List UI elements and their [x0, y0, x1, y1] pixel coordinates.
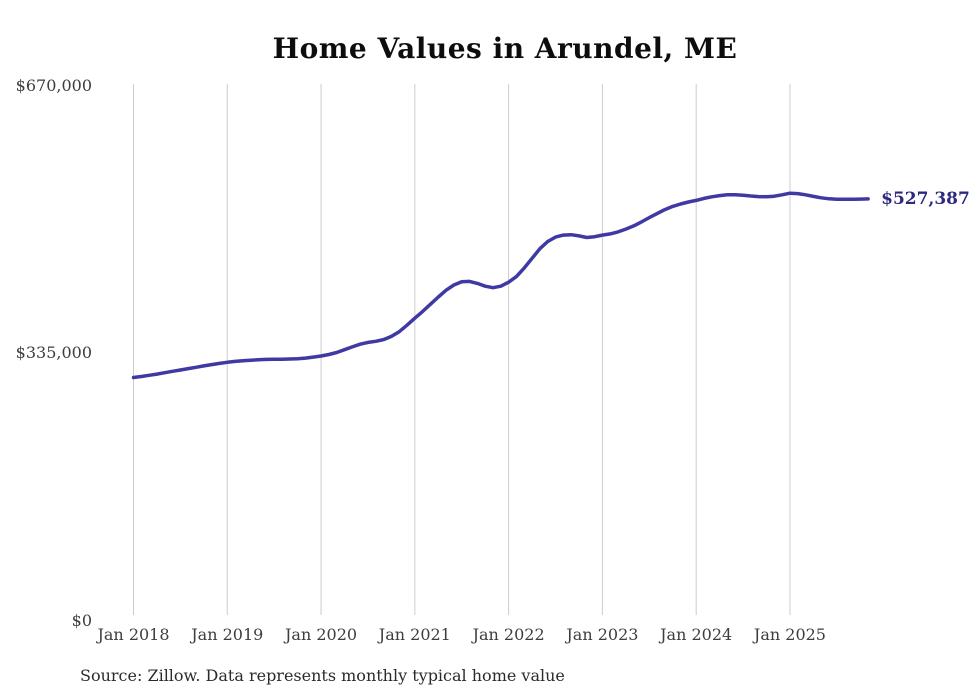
x-axis-tick-label: Jan 2018 — [97, 625, 170, 644]
x-axis-tick-label: Jan 2022 — [472, 625, 545, 644]
end-value-label: $527,387 — [881, 188, 970, 209]
x-axis-tick-label: Jan 2025 — [753, 625, 826, 644]
x-axis-tick-label: Jan 2024 — [660, 625, 733, 644]
x-axis-tick-label: Jan 2020 — [285, 625, 358, 644]
home-value-line — [131, 191, 870, 380]
y-axis-tick-label: $335,000 — [15, 343, 92, 362]
chart-title: Home Values in Arundel, ME — [272, 32, 738, 65]
x-axis-tick-label: Jan 2021 — [378, 625, 451, 644]
y-axis-tick-label: $0 — [71, 610, 92, 630]
x-axis-tick-label: Jan 2023 — [566, 625, 639, 644]
gridlines — [133, 84, 791, 615]
source-note: Source: Zillow. Data represents monthly … — [80, 666, 565, 685]
y-axis-tick-label: $670,000 — [15, 75, 92, 95]
x-axis-tick-label: Jan 2019 — [191, 625, 264, 644]
